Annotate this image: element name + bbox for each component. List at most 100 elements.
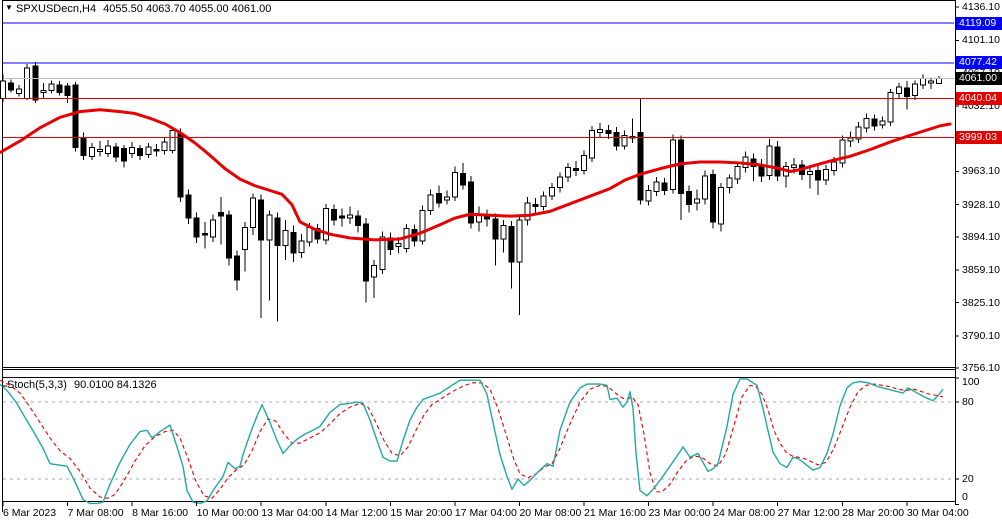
date-label: 8 Mar 16:00 [132, 507, 189, 519]
candle [468, 181, 475, 224]
candle [556, 176, 563, 189]
ma-line [0, 108, 952, 242]
candle [815, 170, 822, 181]
candle [823, 169, 830, 181]
candle [863, 117, 870, 129]
date-label: 27 Mar 12:00 [777, 507, 840, 519]
date-label: 10 Mar 00:00 [196, 507, 259, 519]
candle [185, 194, 192, 219]
candle [16, 88, 23, 95]
candle [169, 130, 176, 152]
stoch-panel-area[interactable] [3, 378, 954, 501]
candle [548, 187, 555, 197]
stoch-scale-label: 80 [962, 396, 974, 408]
candle [121, 148, 128, 162]
candle [217, 211, 224, 217]
candle [258, 199, 265, 241]
candle [710, 173, 717, 223]
candle [871, 118, 878, 127]
symbol-label: SPXUSDecn,H4 [16, 3, 97, 15]
candle [677, 139, 684, 194]
candle [88, 147, 95, 157]
ohlc-values: 4055.50 4063.70 4055.00 4061.00 [103, 3, 272, 15]
candle [306, 227, 313, 243]
candle [702, 175, 709, 200]
candle [524, 202, 531, 221]
candle [508, 226, 515, 263]
candle [225, 214, 232, 259]
candle [581, 154, 588, 172]
candle [48, 83, 55, 92]
candle [112, 146, 119, 158]
candle [64, 85, 71, 96]
candle [685, 190, 692, 206]
candle [928, 80, 935, 84]
candle [419, 209, 426, 242]
candle [807, 170, 813, 175]
candle [0, 80, 6, 99]
candle [72, 84, 79, 149]
candle [314, 228, 321, 240]
price-tick-label: 3756.10 [962, 362, 1000, 375]
candle [919, 77, 926, 86]
chart-title-bar: SPXUSDecn,H4 4055.50 4063.70 4055.00 406… [16, 3, 275, 15]
candle [322, 208, 329, 241]
candle [290, 231, 297, 254]
candle [887, 92, 894, 123]
date-label: 14 Mar 12:00 [325, 507, 388, 519]
candle [129, 147, 136, 154]
price-level-badge: 4119.09 [956, 16, 1002, 30]
candle [911, 83, 918, 96]
candle [895, 86, 902, 95]
candle [193, 217, 200, 238]
candle [879, 120, 886, 126]
candle [298, 240, 305, 253]
candle [242, 227, 249, 250]
date-label: 24 Mar 08:00 [713, 507, 776, 519]
candle [839, 139, 846, 164]
candle [177, 132, 184, 198]
date-label: 21 Mar 16:00 [584, 507, 646, 519]
candle [500, 225, 507, 240]
candle [137, 148, 144, 156]
candle [145, 146, 152, 155]
candle [451, 171, 458, 198]
price-tick-label: 3928.10 [962, 198, 1000, 211]
candle [540, 195, 547, 208]
candle [266, 214, 273, 241]
candle [8, 82, 15, 91]
candle [435, 192, 442, 204]
candle [395, 243, 402, 248]
candle [32, 65, 39, 101]
price-tick-label: 3894.10 [962, 230, 1000, 243]
candle [532, 204, 539, 208]
candle [104, 145, 111, 154]
candle [597, 129, 604, 134]
main-chart-area[interactable] [3, 1, 954, 367]
price-tick-label: 3790.10 [962, 329, 1000, 342]
date-label: 23 Mar 00:00 [648, 507, 711, 519]
candle [250, 197, 257, 229]
candle [201, 232, 208, 236]
candle [831, 161, 838, 172]
candle [347, 214, 354, 219]
candle [847, 137, 854, 142]
price-level-badge: 4040.04 [956, 91, 1002, 105]
candle [24, 67, 31, 99]
indicator-values: 90.0100 84.1326 [73, 379, 157, 391]
candle [645, 189, 652, 202]
last-price-badge: 4061.00 [956, 71, 1002, 85]
candle [653, 181, 660, 192]
candle [734, 166, 741, 180]
date-label: 28 Mar 20:00 [842, 507, 905, 519]
candle [56, 84, 63, 94]
candle [855, 126, 862, 140]
candle [661, 182, 668, 191]
price-tick-label: 3825.10 [962, 296, 1000, 309]
stoch-signal-line [0, 379, 944, 499]
candle [209, 219, 216, 238]
date-label: 13 Mar 04:00 [261, 507, 324, 519]
candle [936, 77, 943, 85]
date-label: 17 Mar 04:00 [454, 507, 517, 519]
